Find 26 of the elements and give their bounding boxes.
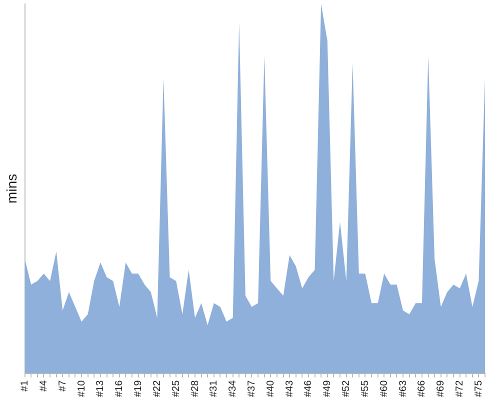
x-tick-label: #34 xyxy=(228,380,239,398)
x-tick-label: #13 xyxy=(95,380,106,398)
x-tick-label: #22 xyxy=(152,380,163,398)
x-tick-label: #43 xyxy=(284,380,296,398)
x-tick-label: #46 xyxy=(303,380,314,398)
x-tick-label: #66 xyxy=(416,380,428,398)
x-tick-label: #75 xyxy=(473,380,484,398)
x-tick-label: #7 xyxy=(57,380,68,392)
x-tick-label: #69 xyxy=(436,380,447,398)
x-tick-label: #72 xyxy=(454,380,466,398)
x-tick-label: #60 xyxy=(378,380,390,398)
x-tick-label: #37 xyxy=(246,380,258,398)
x-tick-label: #55 xyxy=(360,380,371,398)
x-tick-label: #10 xyxy=(76,380,88,398)
x-tick-label: #16 xyxy=(114,380,126,398)
x-tick-label: #49 xyxy=(322,380,334,398)
x-tick-label: #31 xyxy=(208,380,220,398)
x-tick-label: #25 xyxy=(170,380,182,398)
x-tick-label: #40 xyxy=(265,380,276,398)
y-axis-title: mins xyxy=(3,174,20,204)
x-tick-label: #1 xyxy=(20,380,31,392)
x-tick-label: #63 xyxy=(398,380,409,398)
x-tick-label: #28 xyxy=(190,380,201,398)
x-tick-label: #52 xyxy=(341,380,352,398)
x-tick-label: #19 xyxy=(133,380,144,398)
x-tick-label: #4 xyxy=(38,380,50,392)
